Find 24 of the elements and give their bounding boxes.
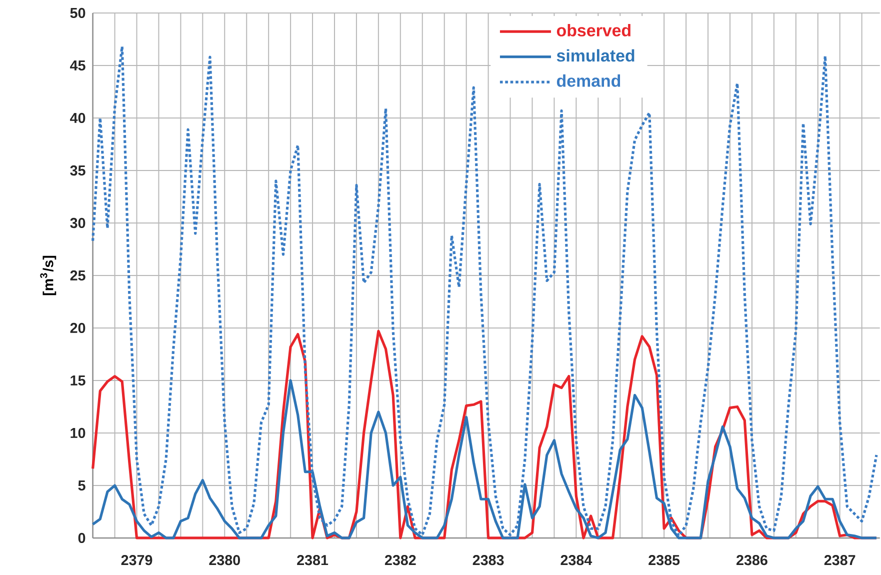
legend-label: demand <box>556 74 620 87</box>
x-tick-label: 2384 <box>560 555 592 566</box>
x-tick-label: 2385 <box>648 555 680 566</box>
x-tick-label: 2379 <box>121 555 152 566</box>
y-tick-label: 5 <box>78 480 86 490</box>
y-tick-label: 35 <box>70 165 86 176</box>
y-tick-label: 20 <box>70 322 86 334</box>
x-tick-label: 2380 <box>209 555 240 566</box>
y-tick-label: 0 <box>78 532 86 544</box>
y-tick-label: 15 <box>70 375 86 386</box>
y-tick-label: 10 <box>70 428 86 438</box>
y-axis-title: [m$^{3}$/s] <box>40 256 56 296</box>
legend-label: observed <box>556 24 630 36</box>
y-tick-label: 30 <box>70 218 86 228</box>
y-tick-label: 40 <box>70 112 86 124</box>
y-tick-label: 50 <box>70 8 86 18</box>
x-tick-label: 2383 <box>472 555 504 566</box>
y-tick-label: 25 <box>70 270 86 281</box>
x-tick-label: 2381 <box>297 555 328 566</box>
x-tick-label: 2387 <box>824 555 856 566</box>
x-tick-label: 2386 <box>736 555 768 566</box>
legend-label: simulated <box>556 49 634 62</box>
x-tick-label: 2382 <box>384 555 416 566</box>
y-tick-label: 45 <box>70 60 86 70</box>
